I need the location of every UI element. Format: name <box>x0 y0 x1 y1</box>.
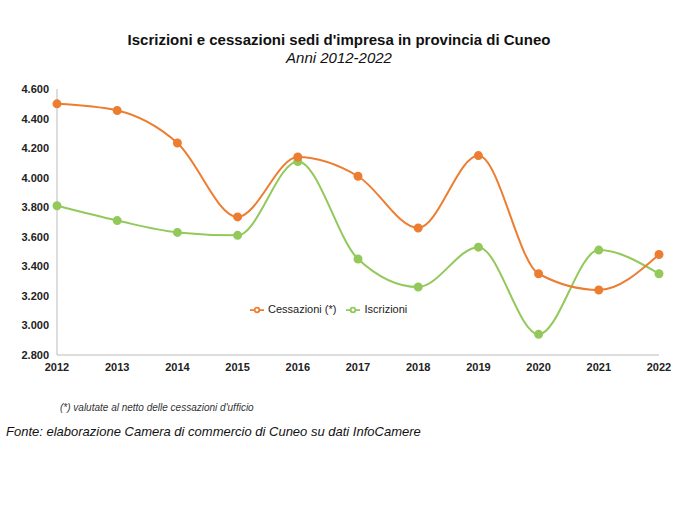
html-text:Iscrizioni e cessazioni sedi d: Iscrizioni e cessazioni sedi d'impresa i… <box>127 31 551 48</box>
svg-text:4.400: 4.400 <box>21 113 49 125</box>
html-text:Fonte: elaborazione Camera di: Fonte: elaborazione Camera di commercio … <box>6 424 421 439</box>
svg-text:2015: 2015 <box>225 361 249 373</box>
svg-text:2019: 2019 <box>466 361 490 373</box>
svg-text:3.400: 3.400 <box>21 260 49 272</box>
svg-text:2013: 2013 <box>105 361 129 373</box>
svg-text:2021: 2021 <box>587 361 611 373</box>
html-text:Cessazioni (*): Cessazioni (*) <box>268 303 337 315</box>
svg-text:3.000: 3.000 <box>21 319 49 331</box>
svg-text:2020: 2020 <box>526 361 550 373</box>
svg-text:4.000: 4.000 <box>21 172 49 184</box>
svg-text:4.600: 4.600 <box>21 83 49 95</box>
svg-text:2016: 2016 <box>286 361 310 373</box>
svg-text:4.200: 4.200 <box>21 142 49 154</box>
svg-text:2022: 2022 <box>647 361 670 373</box>
svg-text:3.800: 3.800 <box>21 201 49 213</box>
svg-text:2018: 2018 <box>406 361 430 373</box>
html-text:(*) valutate al netto delle ce: (*) valutate al netto delle cessazioni d… <box>60 402 254 413</box>
svg-text:3.600: 3.600 <box>21 231 49 243</box>
svg-text:2017: 2017 <box>346 361 370 373</box>
html-text:Anni 2012-2022: Anni 2012-2022 <box>286 49 392 66</box>
svg-text:2012: 2012 <box>45 361 69 373</box>
svg-text:3.200: 3.200 <box>21 290 49 302</box>
svg-text:2.800: 2.800 <box>21 349 49 361</box>
svg-text:2014: 2014 <box>165 361 190 373</box>
html-text:Iscrizioni: Iscrizioni <box>364 303 408 315</box>
